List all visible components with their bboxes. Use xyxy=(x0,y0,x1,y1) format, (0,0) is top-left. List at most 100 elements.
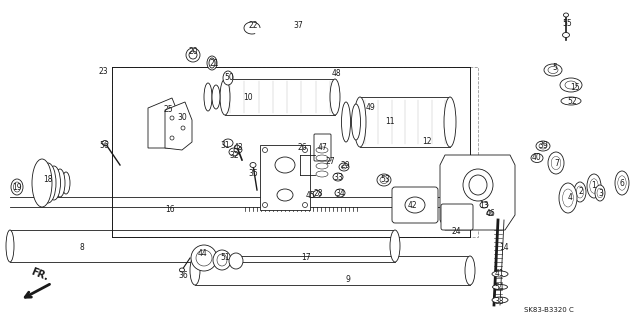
Ellipse shape xyxy=(465,256,475,285)
Ellipse shape xyxy=(55,169,65,197)
Ellipse shape xyxy=(354,97,366,147)
Ellipse shape xyxy=(190,256,200,285)
Ellipse shape xyxy=(615,171,629,195)
Text: 15: 15 xyxy=(570,84,580,93)
Ellipse shape xyxy=(229,148,239,156)
Text: 37: 37 xyxy=(293,20,303,29)
Ellipse shape xyxy=(487,211,493,216)
Polygon shape xyxy=(440,155,515,230)
Ellipse shape xyxy=(405,197,425,213)
Text: 45: 45 xyxy=(305,190,315,199)
FancyBboxPatch shape xyxy=(441,204,473,230)
Text: 38: 38 xyxy=(494,296,504,306)
Text: 1: 1 xyxy=(591,182,596,190)
Ellipse shape xyxy=(207,56,217,70)
Ellipse shape xyxy=(559,183,577,213)
Text: 48: 48 xyxy=(331,70,341,78)
Text: 51: 51 xyxy=(220,253,230,262)
Text: 23: 23 xyxy=(98,68,108,77)
Ellipse shape xyxy=(223,71,233,85)
Text: 33: 33 xyxy=(333,173,343,182)
Text: 19: 19 xyxy=(12,182,22,191)
Text: 47: 47 xyxy=(317,144,327,152)
Ellipse shape xyxy=(390,230,400,262)
Ellipse shape xyxy=(62,172,70,194)
Polygon shape xyxy=(165,102,192,150)
Text: 39: 39 xyxy=(538,140,548,150)
Text: 18: 18 xyxy=(44,175,52,184)
Text: 16: 16 xyxy=(165,205,175,214)
Text: 42: 42 xyxy=(407,201,417,210)
Ellipse shape xyxy=(213,250,231,270)
Ellipse shape xyxy=(548,152,564,174)
Ellipse shape xyxy=(595,185,605,201)
Text: 43: 43 xyxy=(233,144,243,152)
Text: 11: 11 xyxy=(385,116,395,125)
Text: 35: 35 xyxy=(248,168,258,177)
Ellipse shape xyxy=(574,182,586,202)
Ellipse shape xyxy=(480,202,488,208)
Ellipse shape xyxy=(561,97,581,105)
Ellipse shape xyxy=(531,153,543,162)
Text: 24: 24 xyxy=(451,227,461,236)
Ellipse shape xyxy=(6,230,14,262)
Text: 32: 32 xyxy=(229,151,239,160)
Text: 30: 30 xyxy=(177,113,187,122)
Text: 28: 28 xyxy=(313,189,323,198)
Text: 4: 4 xyxy=(568,194,572,203)
Ellipse shape xyxy=(492,297,508,303)
Ellipse shape xyxy=(250,162,256,167)
Text: 6: 6 xyxy=(620,179,625,188)
Ellipse shape xyxy=(492,271,508,277)
Ellipse shape xyxy=(191,245,217,271)
Text: 41: 41 xyxy=(494,270,504,278)
FancyBboxPatch shape xyxy=(392,187,438,223)
Text: 7: 7 xyxy=(555,159,559,167)
Polygon shape xyxy=(148,98,180,148)
Ellipse shape xyxy=(47,166,61,200)
Text: 5: 5 xyxy=(552,63,557,72)
Text: 46: 46 xyxy=(486,209,496,218)
Text: 21: 21 xyxy=(209,58,219,68)
Text: 53: 53 xyxy=(380,174,390,183)
Text: 52: 52 xyxy=(567,97,577,106)
Ellipse shape xyxy=(212,85,220,109)
Text: FR.: FR. xyxy=(30,267,50,283)
Text: 8: 8 xyxy=(79,243,84,253)
Ellipse shape xyxy=(563,33,570,38)
Text: 9: 9 xyxy=(346,275,351,284)
Ellipse shape xyxy=(330,79,340,115)
Ellipse shape xyxy=(234,145,239,149)
Text: 17: 17 xyxy=(301,254,311,263)
Text: 31: 31 xyxy=(220,140,230,150)
Ellipse shape xyxy=(560,78,582,92)
Ellipse shape xyxy=(204,83,212,111)
Ellipse shape xyxy=(223,139,233,147)
Polygon shape xyxy=(260,145,310,210)
FancyBboxPatch shape xyxy=(314,134,331,161)
Text: 27: 27 xyxy=(325,158,335,167)
Text: 10: 10 xyxy=(243,93,253,101)
Ellipse shape xyxy=(229,253,243,269)
Text: 2: 2 xyxy=(579,188,584,197)
Ellipse shape xyxy=(587,174,601,198)
Text: 44: 44 xyxy=(198,249,208,258)
Ellipse shape xyxy=(313,190,321,197)
Ellipse shape xyxy=(102,140,108,145)
Text: 55: 55 xyxy=(562,19,572,28)
Ellipse shape xyxy=(493,285,508,290)
Text: 25: 25 xyxy=(163,106,173,115)
Ellipse shape xyxy=(377,174,391,186)
Ellipse shape xyxy=(32,159,52,207)
Text: 36: 36 xyxy=(178,271,188,280)
Ellipse shape xyxy=(179,268,184,272)
Text: 29: 29 xyxy=(340,161,350,170)
Ellipse shape xyxy=(536,141,550,151)
Text: 12: 12 xyxy=(422,137,432,145)
Text: 49: 49 xyxy=(365,103,375,113)
Ellipse shape xyxy=(186,48,200,62)
Text: 50: 50 xyxy=(224,73,234,83)
Text: 40: 40 xyxy=(532,153,542,162)
Ellipse shape xyxy=(11,179,23,195)
Text: SK83-B3320 C: SK83-B3320 C xyxy=(524,307,573,313)
